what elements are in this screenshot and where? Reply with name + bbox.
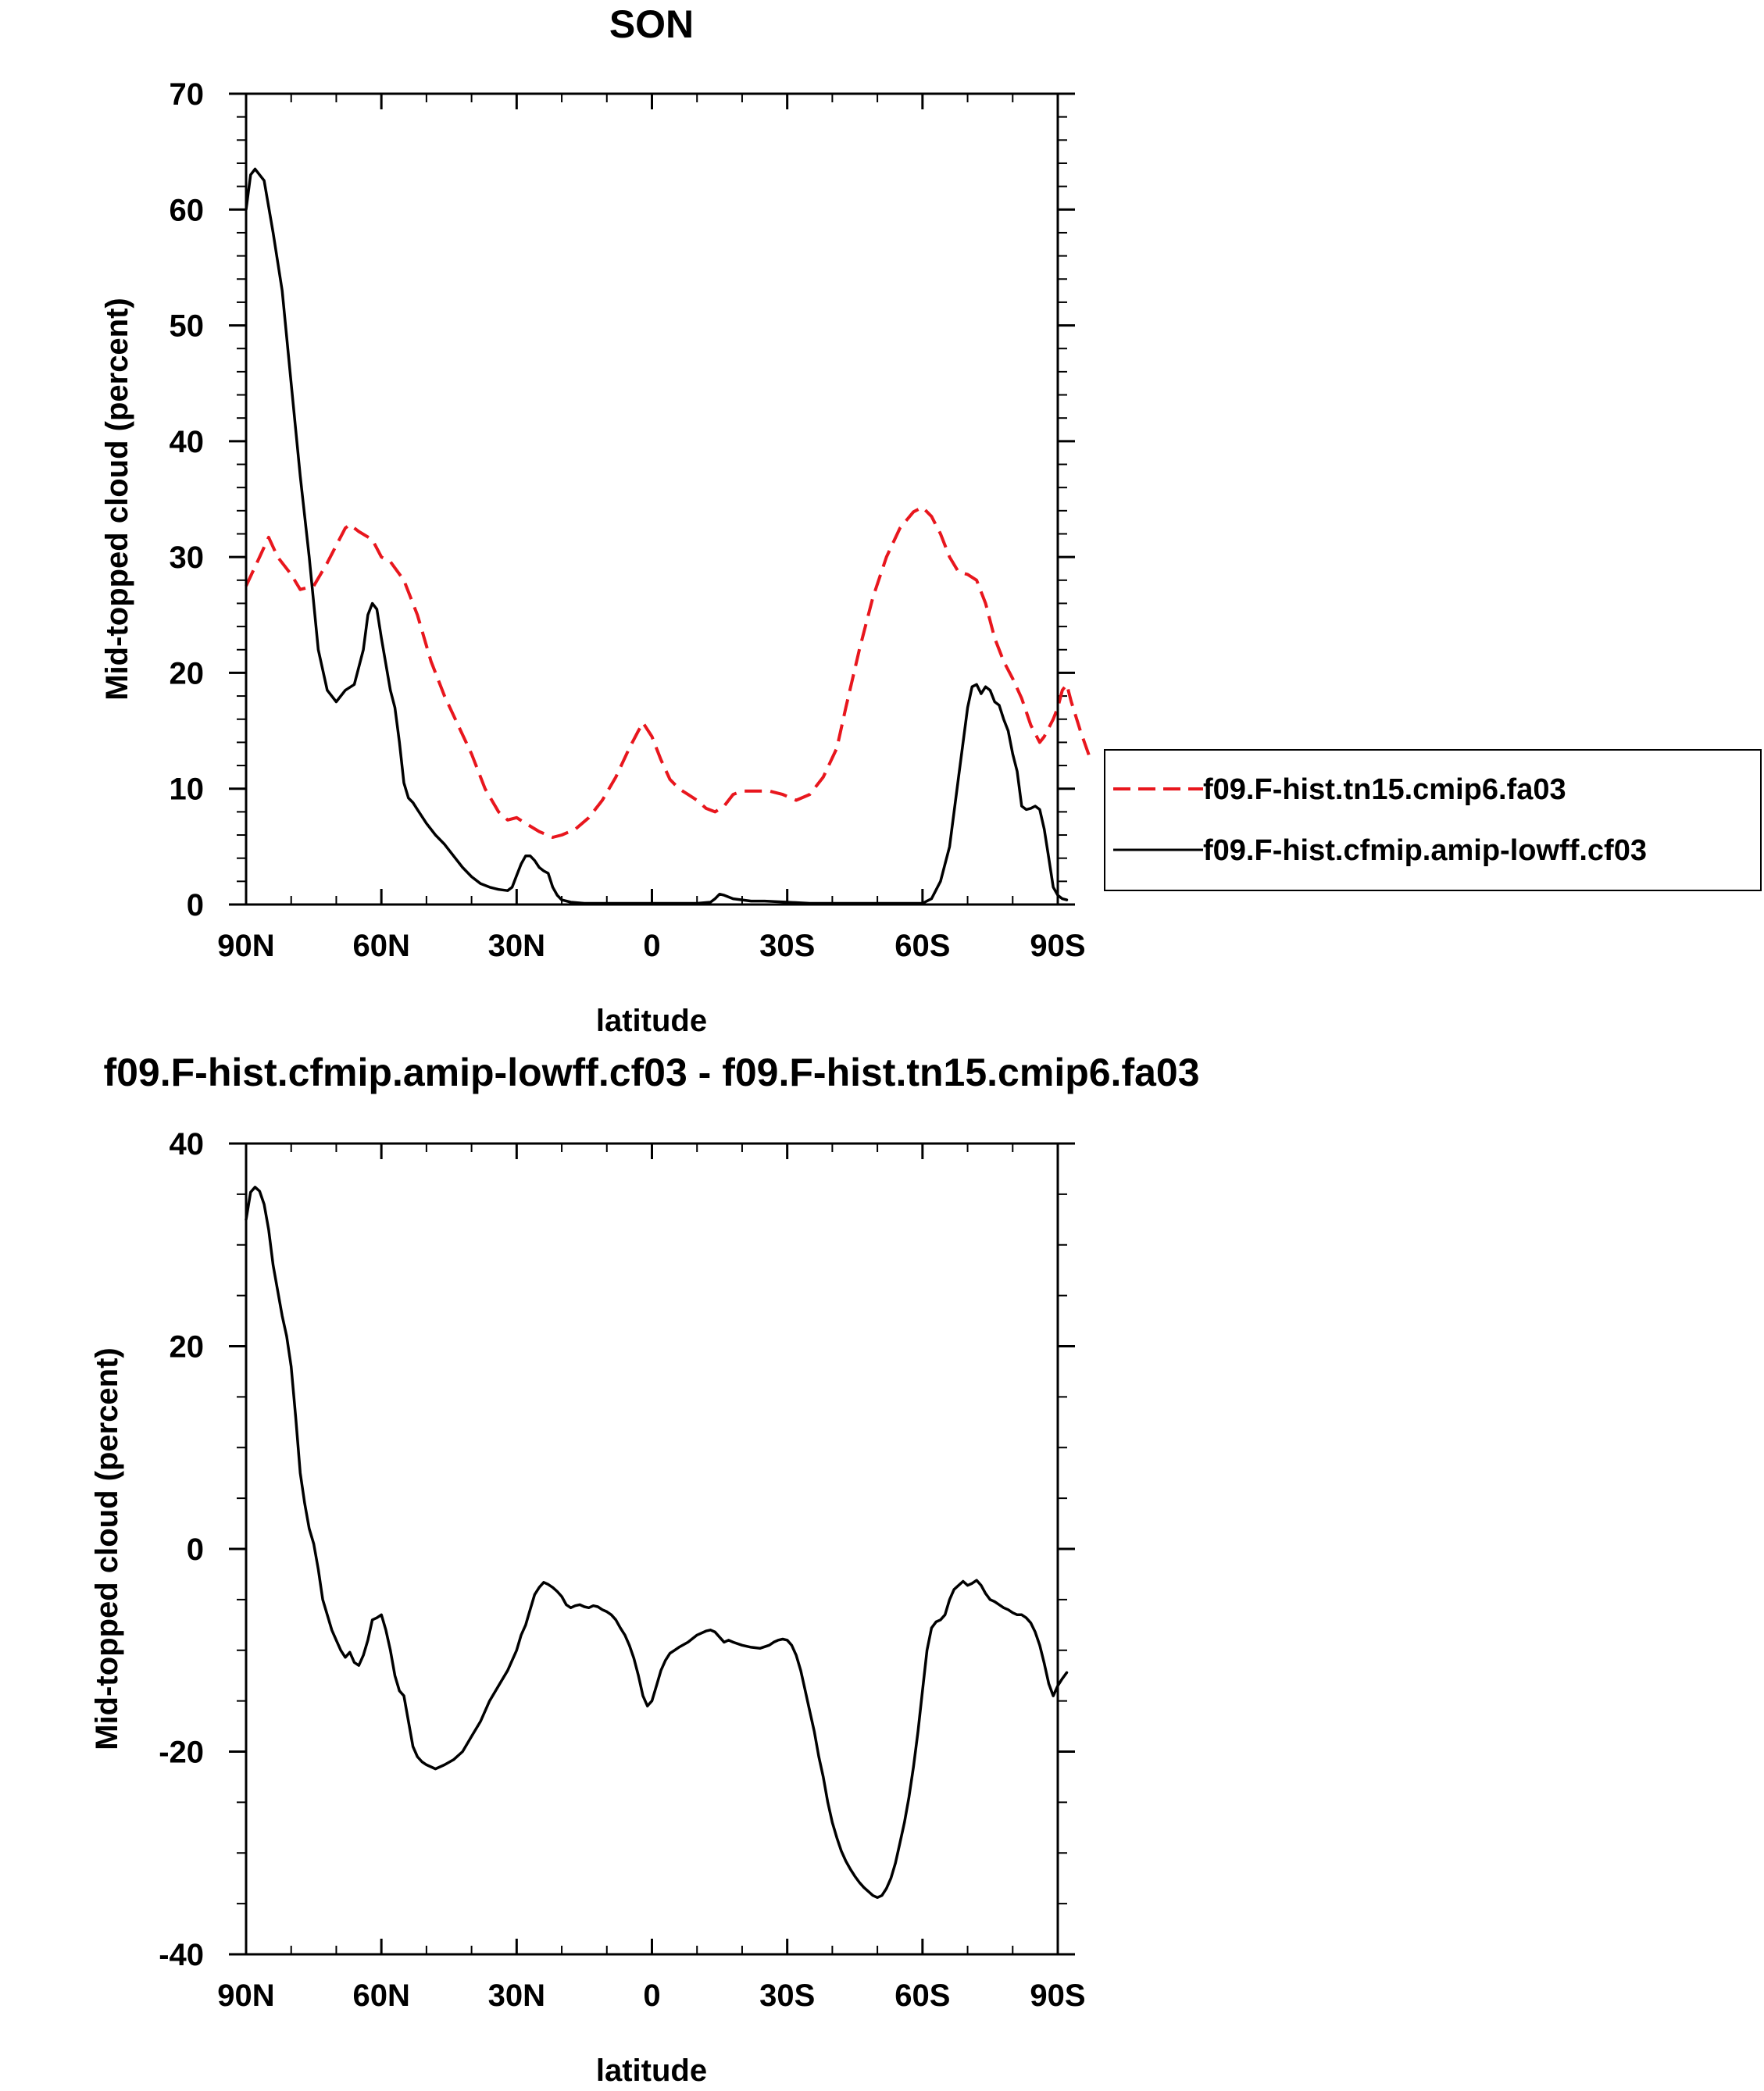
y-tick-label: 70 bbox=[170, 77, 205, 112]
y-tick-label: 40 bbox=[170, 425, 205, 459]
y-tick-label: 50 bbox=[170, 309, 205, 344]
panel-1-series bbox=[245, 167, 1091, 905]
series-line-1 bbox=[245, 505, 1091, 839]
panel-1-ylabel: Mid-topped cloud (percent) bbox=[100, 298, 134, 701]
panel-1-xlabel: latitude bbox=[596, 1004, 707, 1038]
series-line-2 bbox=[245, 167, 1069, 905]
x-tick-label: 60S bbox=[894, 929, 950, 963]
x-tick-label: 30N bbox=[488, 1979, 545, 2013]
panel-2-title: f09.F-hist.cfmip.amip-lowff.cf03 - f09.F… bbox=[103, 1051, 1199, 1094]
y-tick-label: -20 bbox=[159, 1736, 204, 1770]
y-tick-label: 20 bbox=[170, 1330, 205, 1365]
y-tick-label: 0 bbox=[187, 888, 204, 922]
legend-label-series-2: f09.F-hist.cfmip.amip-lowff.cf03 bbox=[1203, 834, 1647, 867]
panel-1-title: SON bbox=[609, 2, 694, 46]
y-tick-label: -40 bbox=[159, 1938, 204, 1972]
x-tick-label: 30S bbox=[759, 929, 815, 963]
y-tick-label: 40 bbox=[170, 1127, 205, 1161]
x-tick-label: 60N bbox=[352, 1979, 409, 2013]
x-tick-label: 30N bbox=[488, 929, 545, 963]
panel-2-ticks: 90N 60N 30N 0 30S 60S 90S -40 -20 0 20 40 bbox=[159, 1127, 1085, 2013]
y-tick-label: 20 bbox=[170, 656, 205, 690]
y-tick-label: 30 bbox=[170, 541, 205, 575]
legend-label-series-1: f09.F-hist.tn15.cmip6.fa03 bbox=[1203, 773, 1566, 806]
y-tick-label: 60 bbox=[170, 193, 205, 227]
x-tick-label: 60N bbox=[352, 929, 409, 963]
y-tick-label: 10 bbox=[170, 773, 205, 807]
x-tick-label: 0 bbox=[643, 929, 660, 963]
x-tick-label: 90N bbox=[217, 1979, 274, 2013]
x-tick-label: 90N bbox=[217, 929, 274, 963]
legend-box bbox=[1104, 749, 1762, 891]
panel-2: f09.F-hist.cfmip.amip-lowff.cf03 - f09.F… bbox=[90, 1051, 1200, 2088]
y-tick-label: 0 bbox=[187, 1533, 204, 1567]
panel-2-frame bbox=[245, 1142, 1059, 1956]
panel-1-frame bbox=[245, 92, 1059, 906]
x-tick-label: 0 bbox=[643, 1979, 660, 2013]
series-line-1 bbox=[245, 1186, 1069, 1900]
panel-2-series bbox=[245, 1186, 1069, 1900]
x-tick-label: 90S bbox=[1030, 929, 1085, 963]
x-tick-label: 30S bbox=[759, 1979, 815, 2013]
panel-2-ylabel: Mid-topped cloud (percent) bbox=[90, 1347, 124, 1750]
panel-1: SON 90N 60N 30N 0 30S 60S 90S 0 10 20 30 40 50 60 70 l… bbox=[100, 2, 1762, 1038]
panel-1-ticks: 90N 60N 30N 0 30S 60S 90S 0 10 20 30 40 50 60 70 bbox=[170, 77, 1086, 963]
panel-1-legend: f09.F-hist.tn15.cmip6.fa03 f09.F-hist.cf… bbox=[1104, 749, 1762, 891]
panel-2-xlabel: latitude bbox=[596, 2054, 707, 2087]
x-tick-label: 90S bbox=[1030, 1979, 1085, 2013]
x-tick-label: 60S bbox=[894, 1979, 950, 2013]
